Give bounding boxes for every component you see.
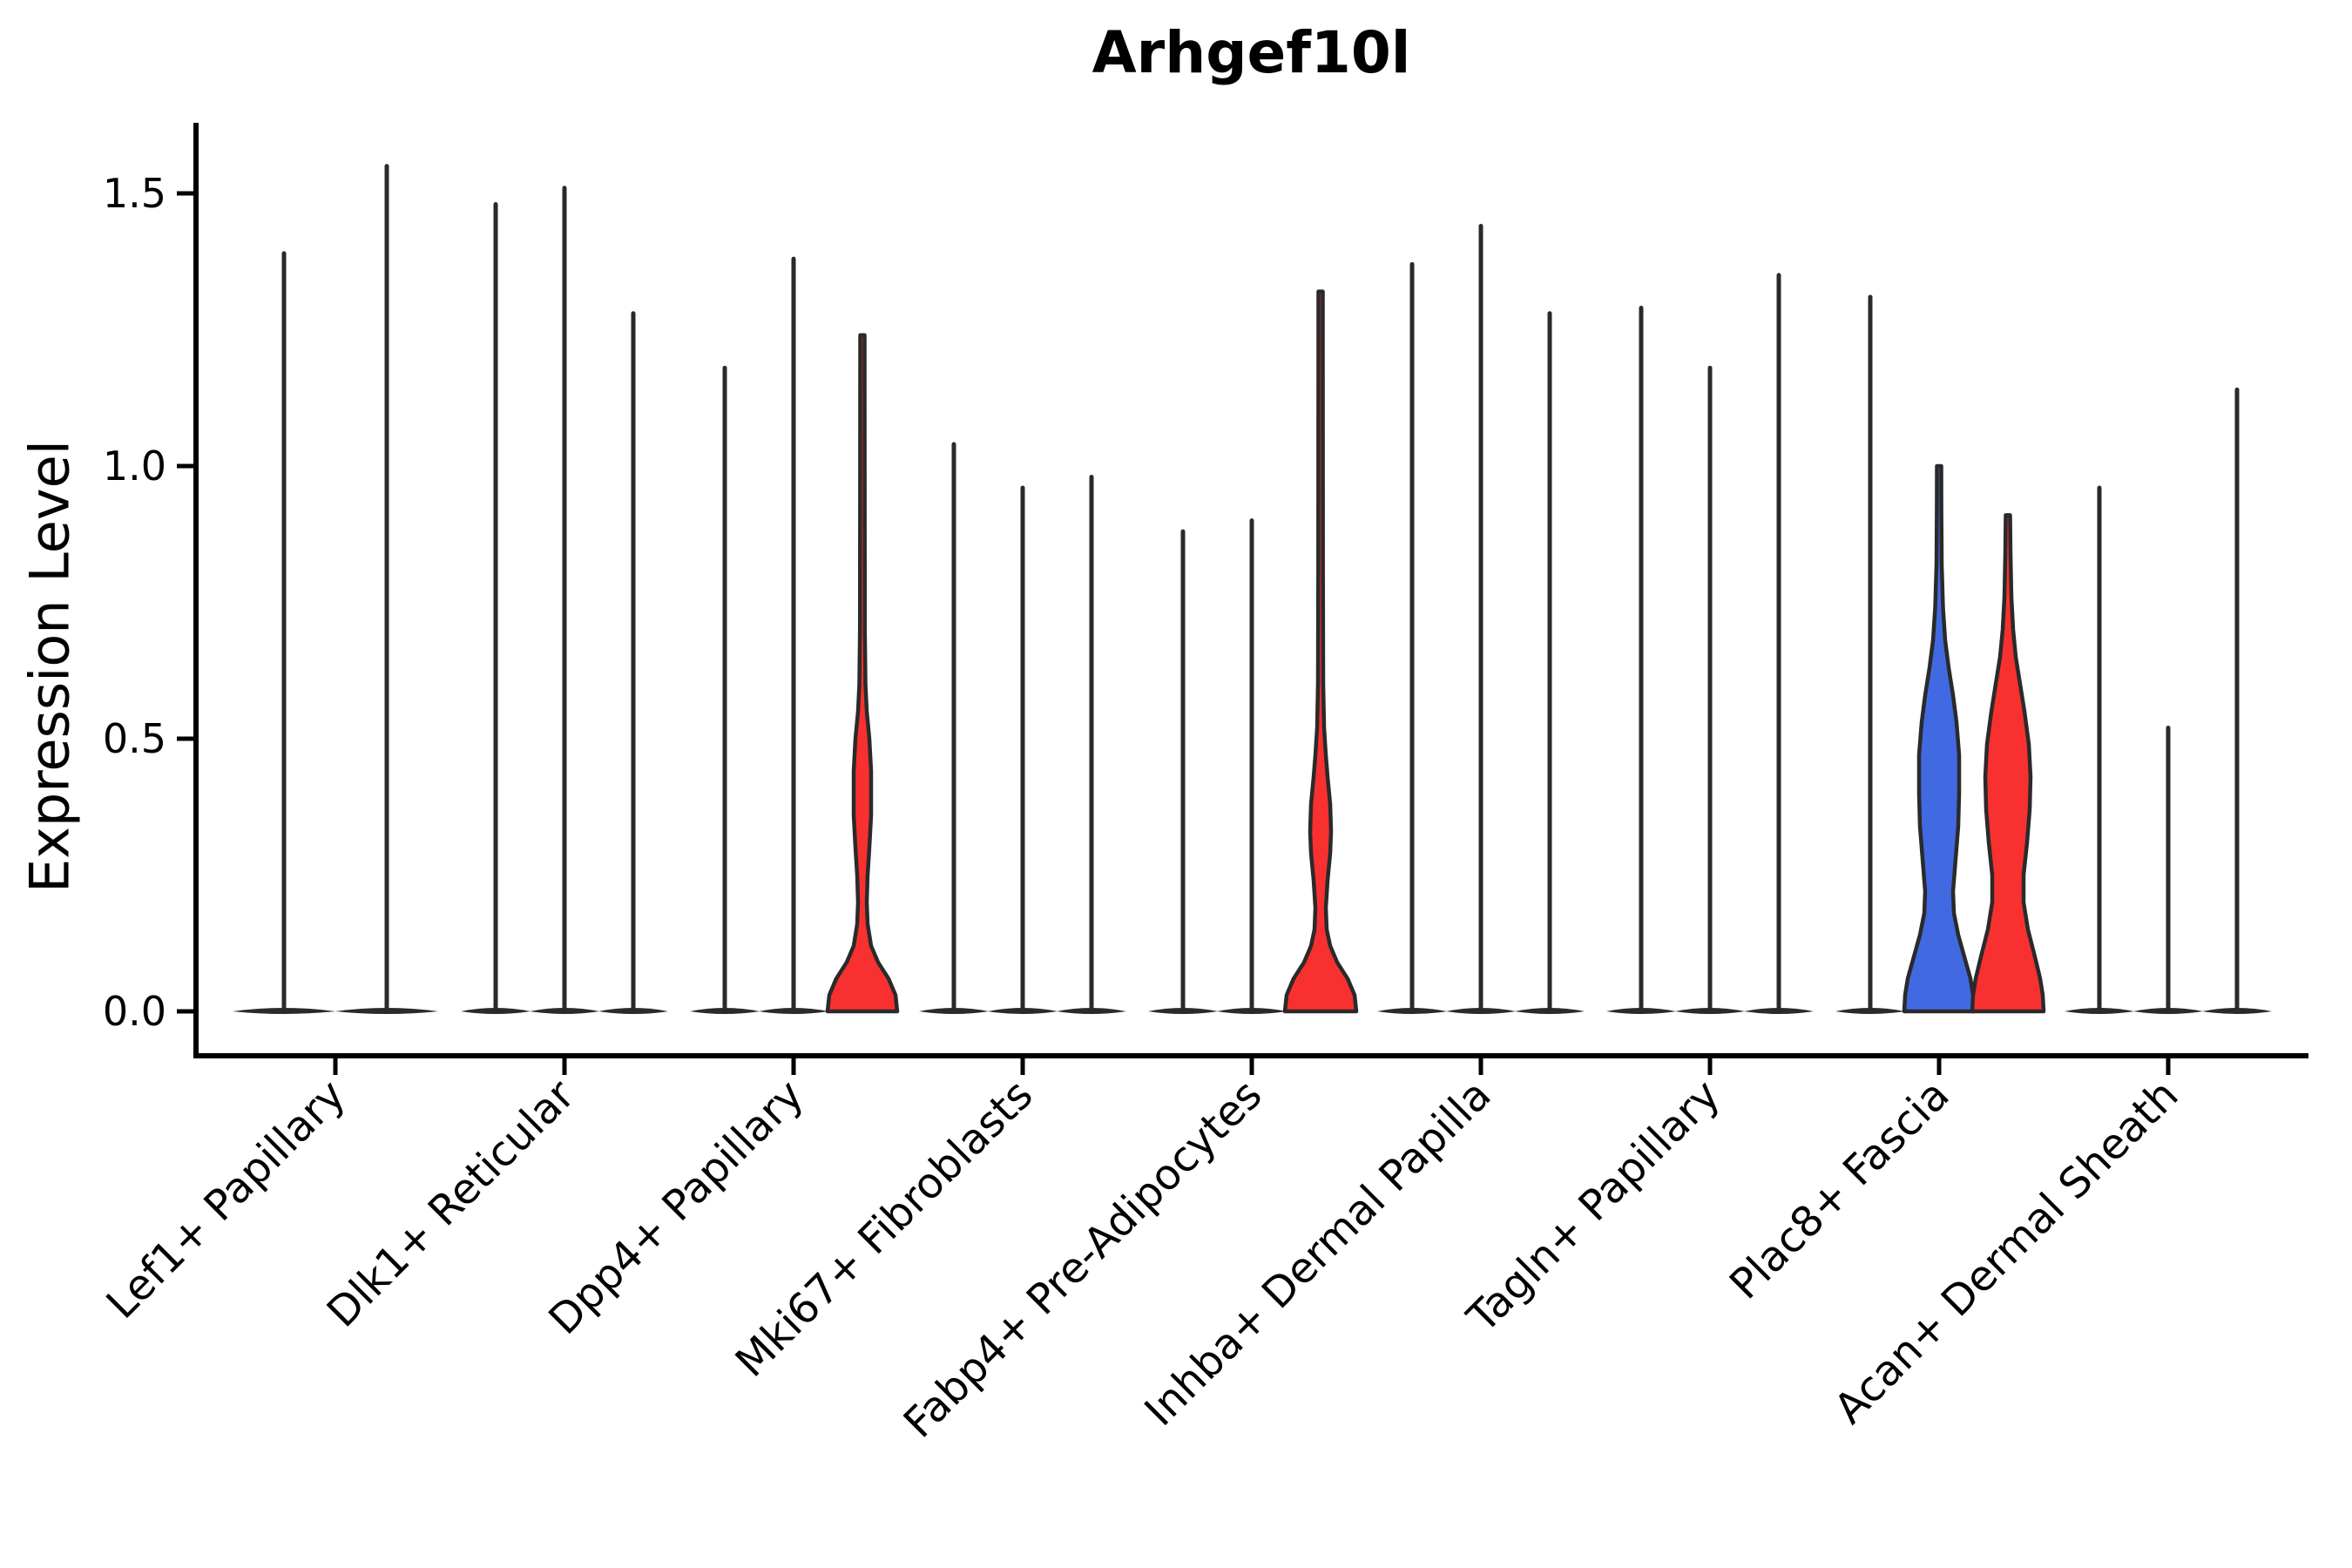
y-axis-title: Expression Level xyxy=(17,440,82,893)
y-tick-label: 0.0 xyxy=(103,988,166,1035)
y-tick-label: 1.5 xyxy=(103,170,166,217)
x-tick-label: Tagln+ Papillary xyxy=(1457,1071,1729,1342)
violin-red xyxy=(1970,513,2046,1014)
y-tick-label: 1.0 xyxy=(103,443,166,490)
violin-blue xyxy=(1902,463,1977,1014)
x-tick-label: Lef1+ Papillary xyxy=(98,1071,355,1328)
violin-red xyxy=(1282,289,1359,1014)
x-tick-label: Dlk1+ Reticular xyxy=(318,1071,585,1337)
x-tick-label: Dpp4+ Papillary xyxy=(539,1071,813,1344)
y-tick-label: 0.5 xyxy=(103,715,166,762)
violin-red xyxy=(825,333,900,1014)
chart-title: Arhgef10l xyxy=(1092,19,1411,86)
x-tick-label: Plac8+ Fascia xyxy=(1720,1071,1959,1309)
